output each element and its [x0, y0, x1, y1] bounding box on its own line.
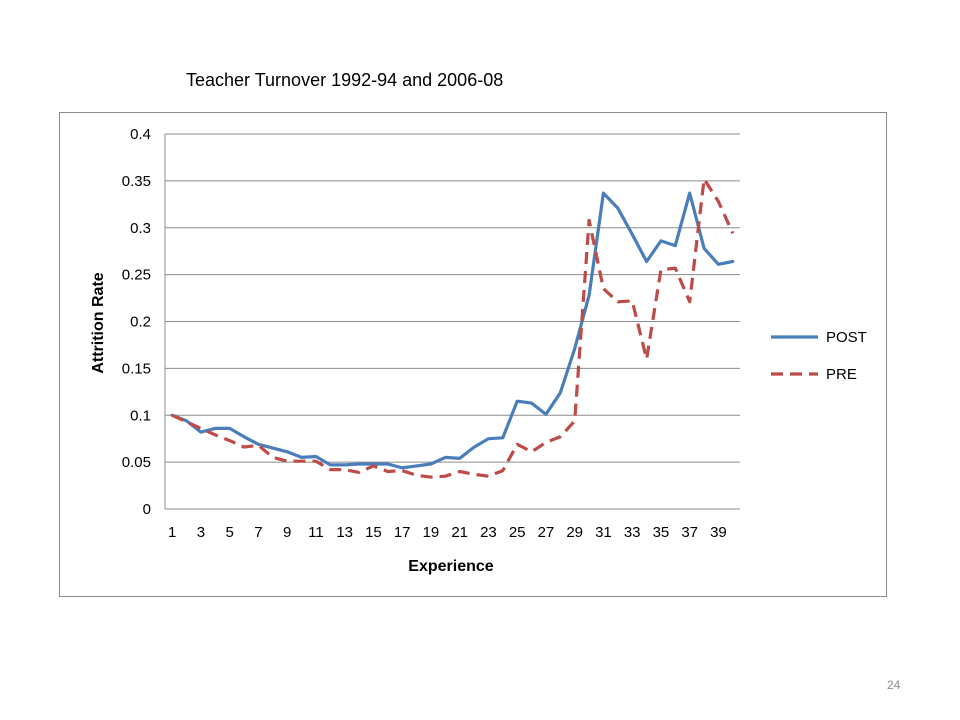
x-tick-label: 33	[624, 524, 641, 541]
x-tick-label: 23	[480, 524, 497, 541]
legend: POST PRE	[771, 329, 867, 383]
x-tick-label: 19	[423, 524, 440, 541]
y-tick-label: 0.4	[130, 126, 151, 143]
x-tick-label: 35	[653, 524, 670, 541]
axes	[164, 134, 740, 510]
x-tick-label: 11	[308, 524, 324, 541]
x-tick-label: 3	[197, 524, 205, 541]
gridlines	[165, 133, 740, 463]
x-tick-label: 9	[283, 524, 291, 541]
x-tick-label: 21	[451, 524, 468, 541]
chart-frame: 0 0.05 0.1 0.15 0.2 0.25 0.3 0.35 0.4 1 3 5 7 9 11 13 1…	[59, 112, 887, 597]
y-tick-label: 0	[143, 501, 151, 518]
series-line-post	[170, 191, 735, 470]
y-tick-label: 0.35	[122, 173, 151, 190]
y-axis-label: Attrition Rate	[90, 272, 107, 373]
slide-title: Teacher Turnover 1992-94 and 2006-08	[186, 70, 504, 90]
x-tick-labels: 1 3 5 7 9 11 13 15 17 19 21 23 25 27 29 31 33 35 37 39	[168, 524, 727, 541]
attrition-line-chart: 00.050.10.150.20.250.30.350.4 1 3 5 7 9 11 13 1…	[90, 126, 867, 575]
x-tick-label: 29	[566, 524, 583, 541]
x-tick-label: 13	[336, 524, 353, 541]
x-tick-label: 15	[365, 524, 382, 541]
x-tick-label: 37	[681, 524, 698, 541]
legend-label-pre: PRE	[826, 366, 857, 383]
x-tick-label: 25	[509, 524, 526, 541]
y-tick-label: 0.2	[130, 314, 151, 331]
x-tick-label: 27	[538, 524, 555, 541]
x-tick-label: 17	[394, 524, 411, 541]
y-tick-label: 0.3	[130, 220, 151, 237]
y-tick-label: 0.15	[122, 360, 151, 377]
page-number: 24	[887, 678, 901, 692]
y-tick-labels: 0 0.05 0.1 0.15 0.2 0.25 0.3 0.35 0.4	[122, 126, 151, 518]
series-line-pre	[171, 177, 735, 479]
y-tick-label: 0.1	[130, 407, 151, 424]
x-tick-label: 39	[710, 524, 727, 541]
legend-label-post: POST	[826, 329, 867, 346]
y-tick-label: 0.25	[122, 267, 151, 284]
x-tick-label: 31	[595, 524, 612, 541]
series-lines	[170, 177, 735, 479]
x-tick-label: 1	[168, 524, 176, 541]
x-axis-label: Experience	[408, 558, 493, 575]
x-tick-label: 7	[254, 524, 262, 541]
y-tick-label: 0.05	[122, 454, 151, 471]
x-tick-label: 5	[226, 524, 234, 541]
